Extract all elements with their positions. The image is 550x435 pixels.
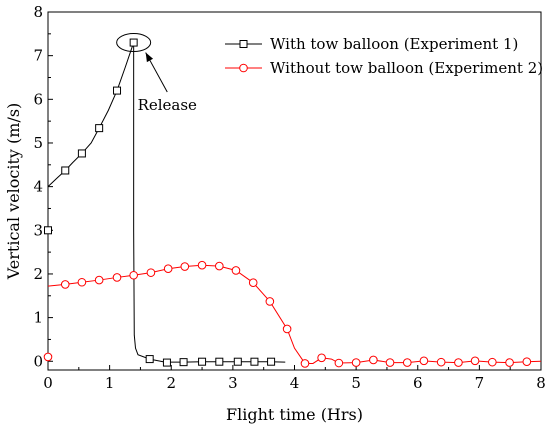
x-axis-title: Flight time (Hrs) xyxy=(226,405,363,424)
x-tick-label: 4 xyxy=(290,374,300,392)
data-point xyxy=(113,86,122,95)
y-tick-label: 8 xyxy=(33,3,43,21)
data-point xyxy=(162,358,171,367)
series-2 xyxy=(43,260,542,368)
y-tick-label: 4 xyxy=(33,178,43,196)
legend: With tow balloon (Experiment 1) Without t… xyxy=(225,35,543,77)
data-point xyxy=(77,149,86,158)
data-point xyxy=(179,358,188,367)
annotation-layer: Release xyxy=(116,33,197,114)
data-point xyxy=(265,297,275,306)
series-1 xyxy=(44,38,286,367)
release-annotation: Release xyxy=(138,96,197,114)
data-point xyxy=(267,357,276,366)
y-tick-label: 7 xyxy=(33,47,43,65)
x-tick-label: 5 xyxy=(351,374,361,392)
data-point xyxy=(198,357,207,366)
data-point xyxy=(248,278,258,287)
legend-entry-2: Without tow balloon (Experiment 2) xyxy=(225,59,543,77)
data-point xyxy=(145,355,154,364)
series-layer xyxy=(43,38,542,368)
data-point xyxy=(402,358,412,367)
data-point xyxy=(215,357,224,366)
y-tick-label: 6 xyxy=(33,90,43,108)
data-point xyxy=(146,268,156,277)
data-point xyxy=(180,262,190,271)
release-arrow-head xyxy=(145,52,154,63)
x-tick-label: 3 xyxy=(228,374,238,392)
data-point xyxy=(351,358,361,367)
data-point xyxy=(95,124,104,133)
data-point xyxy=(385,358,395,367)
y-tick-label: 1 xyxy=(33,309,43,327)
data-point xyxy=(77,277,87,287)
y-tick-label: 3 xyxy=(33,221,43,239)
data-point xyxy=(522,357,532,367)
axis-ticks: 0 1 2 3 4 5 6 7 8 0 1 2 3 4 5 6 7 8 xyxy=(33,3,545,392)
data-point xyxy=(334,358,344,368)
data-point xyxy=(419,356,429,366)
data-point xyxy=(488,357,497,367)
data-point xyxy=(233,357,242,366)
data-point xyxy=(43,352,53,362)
data-point xyxy=(317,353,326,363)
data-point xyxy=(300,359,310,368)
legend-label: Without tow balloon (Experiment 2) xyxy=(270,59,543,77)
legend-label: With tow balloon (Experiment 1) xyxy=(270,35,518,53)
y-tick-label: 5 xyxy=(33,134,43,152)
legend-marker xyxy=(239,40,248,48)
y-axis-title: Vertical velocity (m/s) xyxy=(4,103,23,281)
x-tick-label: 8 xyxy=(536,374,546,392)
data-point xyxy=(129,270,138,280)
x-tick-label: 7 xyxy=(475,374,485,392)
series-line xyxy=(47,264,542,364)
legend-marker xyxy=(239,63,248,73)
data-point xyxy=(454,358,463,367)
x-tick-label: 0 xyxy=(43,374,53,392)
data-point xyxy=(60,280,70,289)
data-point xyxy=(94,275,104,285)
data-point xyxy=(470,356,480,366)
x-tick-label: 1 xyxy=(105,374,115,392)
data-point xyxy=(163,264,173,274)
data-point xyxy=(129,38,138,47)
y-tick-label: 0 xyxy=(33,352,43,370)
data-point xyxy=(61,166,70,175)
data-point xyxy=(44,226,52,235)
data-point xyxy=(215,261,224,271)
data-point xyxy=(436,357,446,367)
data-point xyxy=(505,358,514,367)
data-point xyxy=(112,273,122,282)
y-tick-label: 2 xyxy=(33,265,43,283)
data-point xyxy=(369,355,378,365)
x-tick-label: 6 xyxy=(413,374,423,392)
data-point xyxy=(231,266,241,275)
data-point xyxy=(282,324,292,334)
data-point xyxy=(197,260,207,270)
data-point xyxy=(250,357,259,366)
legend-entry-1: With tow balloon (Experiment 1) xyxy=(225,35,518,53)
x-tick-label: 2 xyxy=(166,374,176,392)
release-highlight xyxy=(116,33,152,53)
